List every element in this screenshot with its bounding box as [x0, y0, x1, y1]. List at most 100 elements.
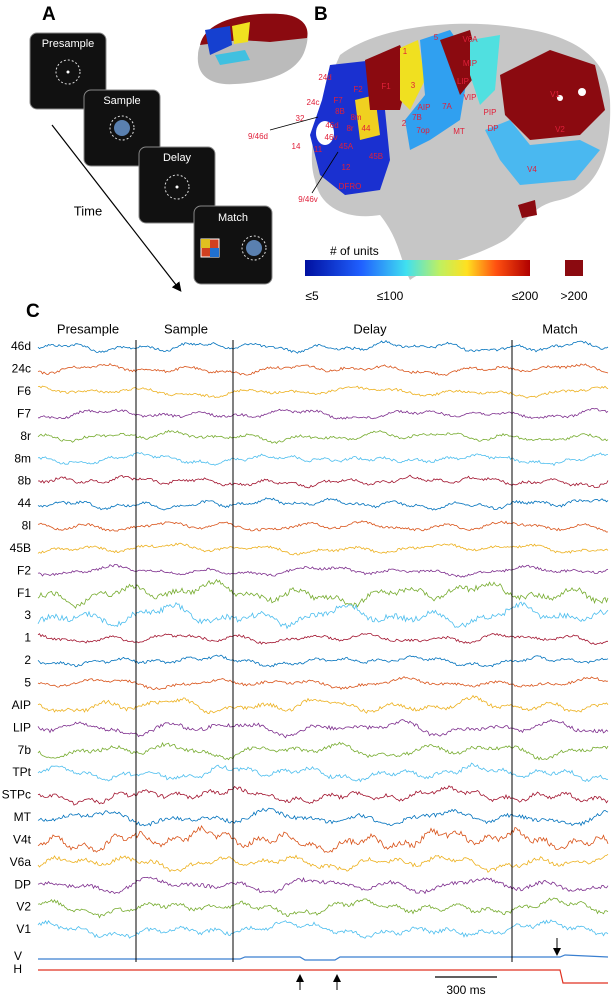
- area-label: 46v: [325, 133, 338, 142]
- area-label: 3: [411, 81, 416, 90]
- flat-map: [310, 23, 611, 281]
- panel-label: C: [26, 301, 40, 322]
- area-label: V4: [527, 165, 537, 174]
- axis-label: Time: [74, 203, 102, 218]
- area-label: DP: [487, 124, 498, 133]
- brain-render: [197, 13, 308, 85]
- colorbar-label: ≤5: [305, 289, 319, 303]
- channel-label: 2: [24, 653, 31, 667]
- channel-label: 45B: [10, 541, 31, 555]
- lfp-trace: [37, 785, 609, 806]
- area-label: 2: [402, 119, 407, 128]
- lfp-trace: [37, 853, 609, 873]
- area-label: MIP: [463, 59, 477, 68]
- lfp-trace: [37, 564, 609, 578]
- colorbar-label: ≤100: [377, 289, 404, 303]
- area-label: 7op: [416, 126, 430, 135]
- area-label: V2: [555, 125, 565, 134]
- area-label: V6A: [462, 35, 478, 44]
- scale-bar-label: 300 ms: [446, 983, 485, 997]
- channel-label: 8m: [14, 451, 31, 465]
- colorbar-label: ≤200: [512, 289, 539, 303]
- lfp-trace: [38, 408, 609, 420]
- channel-label: V: [14, 949, 22, 963]
- eye-trace: [38, 969, 608, 984]
- lfp-trace: [37, 385, 609, 399]
- panel-label: B: [314, 4, 328, 25]
- task-screens: [29, 32, 273, 292]
- area-label: 7A: [442, 102, 452, 111]
- colorbar-label: >200: [560, 289, 587, 303]
- channel-label: V2: [16, 900, 31, 914]
- channel-label: 46d: [11, 339, 31, 353]
- area-label: MT: [453, 127, 465, 136]
- area-label: 32: [296, 114, 305, 123]
- channel-label: F6: [17, 384, 31, 398]
- lfp-trace: [37, 807, 609, 827]
- lfp-trace: [37, 897, 609, 919]
- channel-label: F1: [17, 586, 31, 600]
- channel-label: F7: [17, 406, 31, 420]
- area-label: 8m: [350, 113, 361, 122]
- channel-label: DP: [14, 877, 31, 891]
- area-label: 24d: [318, 73, 331, 82]
- epoch-label: Match: [218, 212, 248, 224]
- epoch-label: Match: [542, 321, 577, 336]
- lfp-trace: [37, 694, 609, 715]
- channel-label: 8r: [20, 429, 31, 443]
- lfp-trace: [37, 474, 609, 489]
- area-label: 8r: [346, 124, 353, 133]
- lfp-trace: [37, 362, 609, 376]
- epoch-label: Sample: [103, 95, 140, 107]
- lfp-trace: [37, 578, 609, 609]
- area-label: 7B: [412, 113, 422, 122]
- area-label: V1: [550, 90, 560, 99]
- lfp-trace: [37, 601, 609, 630]
- area-label: PIP: [484, 108, 497, 117]
- channel-label: LIP: [13, 720, 31, 734]
- area-label: F1: [381, 82, 391, 91]
- area-label: 44: [362, 124, 371, 133]
- area-label: 14: [292, 142, 301, 151]
- area-label: F7: [333, 96, 343, 105]
- channel-label: 5: [24, 676, 31, 690]
- channel-label: TPt: [12, 765, 31, 779]
- lfp-trace: [37, 497, 609, 511]
- lfp-trace: [37, 718, 609, 739]
- area-label: LIP: [457, 77, 469, 86]
- eye-trace: [38, 954, 609, 961]
- lfp-trace: [37, 429, 609, 445]
- area-label: 5: [434, 33, 439, 42]
- area-label: 12: [342, 163, 351, 172]
- lfp-trace: [37, 919, 609, 939]
- area-label: AIP: [418, 103, 431, 112]
- lfp-trace: [37, 676, 609, 691]
- lfp-trace: [37, 741, 609, 761]
- area-label: F2: [353, 85, 363, 94]
- epoch-label: Presample: [42, 38, 95, 50]
- epoch-label: Delay: [163, 152, 192, 164]
- lfp-trace: [37, 876, 609, 895]
- channel-label: MT: [14, 810, 32, 824]
- channel-label: 44: [18, 496, 32, 510]
- channel-label: V4t: [13, 832, 32, 846]
- area-label: 1: [403, 47, 408, 56]
- channel-label: 3: [24, 608, 31, 622]
- channel-label: 24c: [12, 362, 31, 376]
- lfp-trace: [37, 633, 608, 645]
- area-label: 45A: [339, 142, 354, 151]
- colorbar: [305, 260, 530, 276]
- epoch-label: Delay: [353, 321, 387, 336]
- channel-label: AIP: [12, 698, 31, 712]
- channel-label: H: [13, 962, 22, 976]
- area-label: DFRO: [339, 182, 362, 191]
- channel-label: STPc: [2, 788, 31, 802]
- channel-label: 1: [24, 631, 31, 645]
- lfp-trace: [37, 762, 609, 783]
- channel-label: V1: [16, 922, 31, 936]
- panel-label: A: [42, 4, 56, 25]
- colorbar-title: # of units: [330, 244, 379, 258]
- channel-label: 7b: [18, 743, 32, 757]
- epoch-label: Presample: [57, 321, 119, 336]
- colorbar-overflow: [565, 260, 583, 276]
